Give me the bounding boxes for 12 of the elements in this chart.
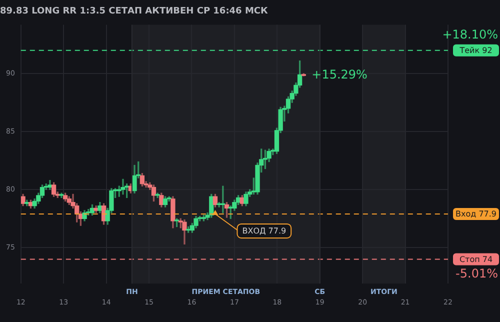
candlestick xyxy=(59,192,64,198)
ref-line-label: Стоп 74 xyxy=(459,254,493,264)
candlestick xyxy=(220,186,226,214)
annotation: ВХОД 77.9 xyxy=(242,226,286,236)
candlestick xyxy=(155,192,160,198)
text: -5.01% xyxy=(456,266,498,280)
ref-line-label: Тейк 92 xyxy=(458,46,492,55)
ref-line-label: Вход 77.9 xyxy=(455,210,497,219)
annotation: +18.10% xyxy=(442,27,498,42)
chart-title: 89.83 LONG RR 1:3.5 СЕТАП АКТИВЕН СР 16:46 МСК xyxy=(0,6,269,17)
candlestick xyxy=(120,178,126,195)
annotation: +15.29% xyxy=(312,68,368,82)
